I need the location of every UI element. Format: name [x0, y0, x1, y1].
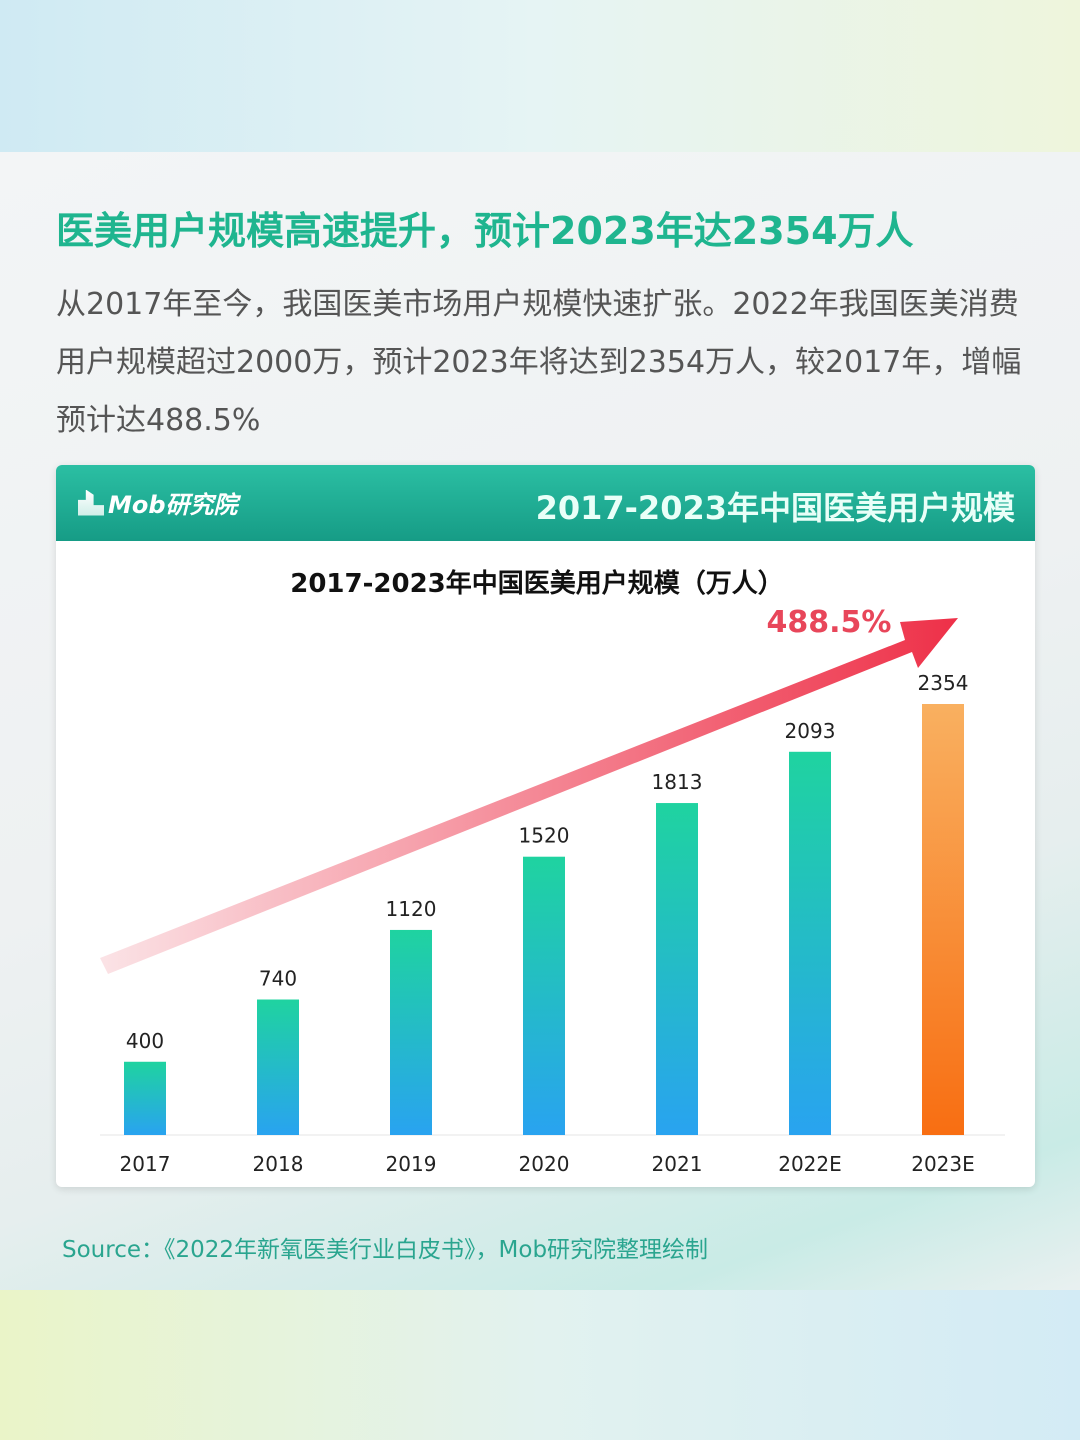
bar-2022E: [789, 751, 831, 1135]
bar-2019: [390, 929, 432, 1135]
growth-annotation: 488.5%: [767, 605, 892, 640]
bar-2018: [257, 999, 299, 1135]
chart-card: Mob研究院 2017-2023年中国医美用户规模 2017-2023年中国医美…: [56, 465, 1035, 1187]
top-band: [0, 0, 1080, 152]
bar-chart: 2017-2023年中国医美用户规模（万人） 488.5% 400 2017 740 20…: [100, 568, 1005, 1176]
headline: 医美用户规模高速提升，预计2023年达2354万人: [56, 209, 914, 253]
data-label-2017: 400: [126, 1029, 164, 1053]
card-title: 2017-2023年中国医美用户规模: [535, 489, 1015, 527]
building-icon: [78, 489, 104, 516]
x-tick-2017: 2017: [120, 1152, 171, 1176]
x-tick-2020: 2020: [519, 1152, 570, 1176]
growth-arrow: [100, 618, 958, 974]
bar-2017: [124, 1061, 166, 1135]
data-label-2023E: 2354: [918, 671, 969, 695]
bar-2023E: [922, 704, 964, 1135]
data-label-2021: 1813: [652, 770, 703, 794]
chart-title: 2017-2023年中国医美用户规模（万人）: [290, 568, 784, 599]
data-label-2022E: 2093: [785, 719, 836, 743]
logo-text: Mob研究院: [108, 491, 238, 519]
data-label-2019: 1120: [386, 897, 437, 921]
bar-2020: [523, 856, 565, 1135]
mob-logo: Mob研究院: [78, 485, 238, 520]
x-tick-2022E: 2022E: [778, 1152, 842, 1176]
x-tick-2019: 2019: [386, 1152, 437, 1176]
data-label-2020: 1520: [519, 824, 570, 848]
x-tick-2023E: 2023E: [911, 1152, 975, 1176]
x-tick-2018: 2018: [253, 1152, 304, 1176]
bottom-band: [0, 1290, 1080, 1440]
x-tick-2021: 2021: [652, 1152, 703, 1176]
source-note: Source：《2022年新氧医美行业白皮书》，Mob研究院整理绘制: [62, 1237, 709, 1263]
data-label-2018: 740: [259, 967, 297, 991]
intro-paragraph: 从2017年至今，我国医美市场用户规模快速扩张。2022年我国医美消费用户规模超…: [56, 287, 1022, 438]
bar-2021: [656, 803, 698, 1135]
card-header: Mob研究院 2017-2023年中国医美用户规模: [56, 465, 1035, 541]
